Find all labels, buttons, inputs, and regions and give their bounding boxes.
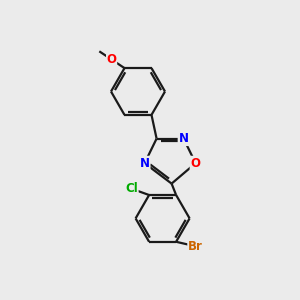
Text: Cl: Cl bbox=[125, 182, 138, 195]
Text: N: N bbox=[178, 132, 189, 145]
Text: O: O bbox=[106, 53, 117, 66]
Text: O: O bbox=[190, 157, 201, 170]
Text: N: N bbox=[140, 157, 150, 170]
Text: Br: Br bbox=[188, 240, 203, 253]
